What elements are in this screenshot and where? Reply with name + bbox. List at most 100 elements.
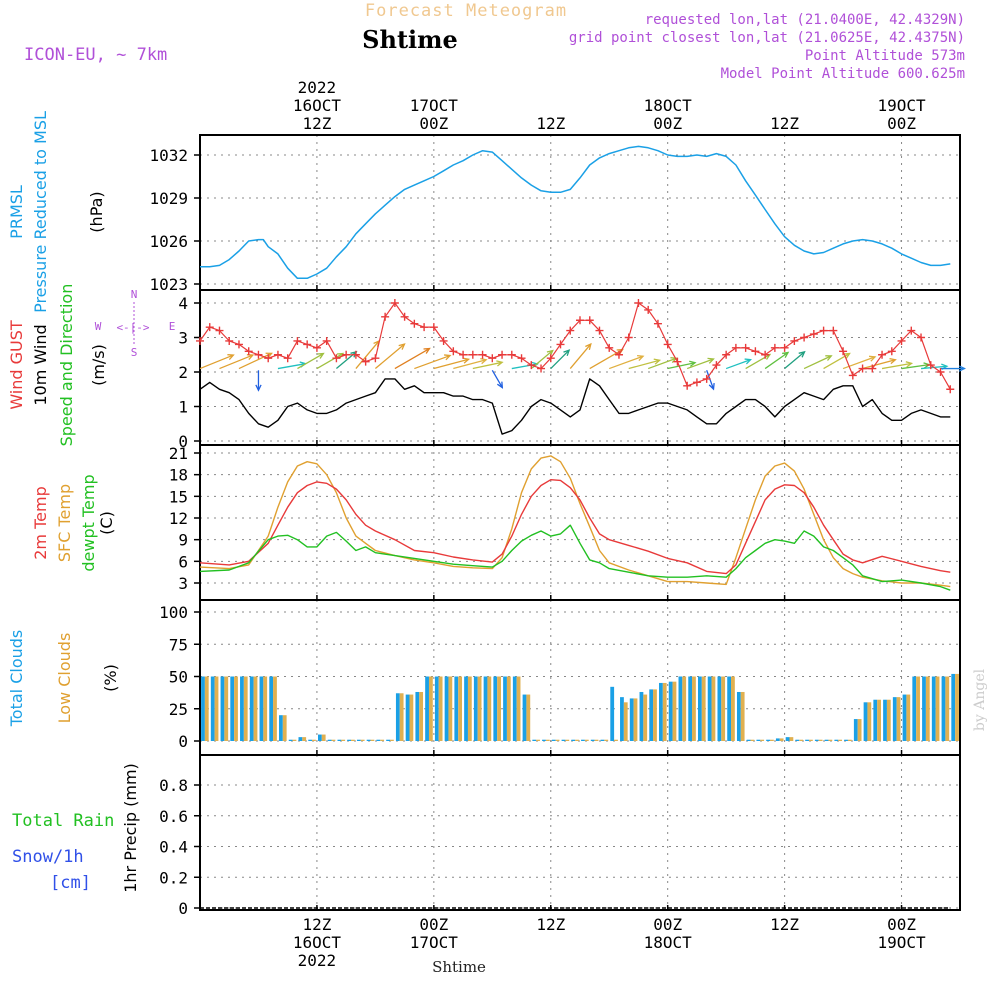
total-cloud-bar bbox=[697, 676, 702, 741]
bottom-time-label: 12Z bbox=[770, 915, 799, 934]
total-cloud-bar bbox=[659, 682, 663, 741]
low-cloud-bar bbox=[428, 676, 433, 741]
low-cloud-bar bbox=[760, 739, 765, 741]
y-tick-label: 75 bbox=[169, 635, 188, 654]
top-time-label: 17OCT bbox=[410, 96, 459, 115]
low-cloud-bar bbox=[682, 676, 687, 741]
total-cloud-bar bbox=[434, 676, 439, 741]
low-cloud-bar bbox=[302, 737, 307, 741]
low-cloud-bar bbox=[341, 739, 346, 741]
y-tick-label: 6 bbox=[178, 552, 188, 571]
wind-arrow bbox=[589, 348, 623, 370]
bottom-time-label: 2022 bbox=[298, 951, 337, 970]
total-cloud-bar bbox=[464, 676, 468, 741]
wind-arrow bbox=[881, 362, 912, 370]
low-cloud-bar bbox=[711, 676, 716, 741]
watermark: by Angel bbox=[972, 668, 988, 731]
y-tick-label: 1026 bbox=[149, 232, 188, 251]
total-cloud-bar bbox=[668, 681, 673, 741]
bottom-time-label: 00Z bbox=[653, 915, 682, 934]
y-tick-label: 1029 bbox=[149, 189, 188, 208]
wind-arrow bbox=[647, 357, 677, 370]
gust-point bbox=[342, 350, 351, 359]
gust-point bbox=[439, 336, 448, 345]
low-cloud-bar bbox=[224, 676, 229, 741]
low-cloud-bar bbox=[770, 739, 774, 741]
gust-point bbox=[429, 323, 438, 332]
low-cloud-bar bbox=[351, 739, 355, 741]
low-cloud-bar bbox=[253, 676, 258, 741]
wind-arrow-head bbox=[825, 355, 833, 361]
total-cloud-bar bbox=[863, 702, 868, 741]
low-cloud-bar bbox=[458, 676, 463, 741]
total-cloud-bar bbox=[230, 676, 235, 741]
wind-arrow-head bbox=[496, 360, 504, 367]
wind-arrow bbox=[433, 358, 469, 370]
low-cloud-bar bbox=[312, 739, 316, 741]
pressure-line bbox=[200, 145, 951, 280]
low-cloud-bar bbox=[799, 739, 804, 741]
wind-arrow-head bbox=[423, 347, 431, 354]
gust-point bbox=[605, 343, 614, 352]
total-cloud-bar bbox=[795, 739, 800, 741]
total-cloud-bar bbox=[240, 676, 244, 741]
wind-arrow-head bbox=[546, 349, 554, 357]
total-cloud-bar bbox=[717, 676, 722, 741]
total-cloud-bar bbox=[707, 676, 712, 741]
wind-arrow bbox=[764, 351, 789, 370]
gust-point bbox=[566, 326, 575, 335]
wind-arrow bbox=[784, 351, 805, 370]
wind-arrow-head bbox=[782, 351, 790, 359]
low-cloud-bar bbox=[380, 739, 385, 741]
gust-point bbox=[839, 347, 848, 356]
gust-point bbox=[390, 299, 399, 307]
total-cloud-bar bbox=[356, 739, 361, 741]
total-cloud-bar bbox=[571, 739, 576, 741]
compass-e: E bbox=[169, 320, 176, 333]
panel-clouds: 0 25 50 75 100 bbox=[159, 599, 961, 756]
panel-side-label: dewpt Temp bbox=[79, 474, 98, 571]
wind-arrow bbox=[355, 340, 380, 369]
total-cloud-bar bbox=[366, 739, 371, 741]
total-cloud-bar bbox=[210, 676, 215, 741]
wind-arrow bbox=[667, 362, 696, 370]
y-tick-label: 21 bbox=[169, 444, 188, 463]
low-cloud-bar bbox=[263, 676, 268, 741]
gust-point bbox=[770, 343, 779, 352]
low-cloud-bar bbox=[273, 676, 277, 741]
gust-point bbox=[809, 330, 818, 339]
wind-arrow-head bbox=[398, 343, 406, 350]
gust-point bbox=[673, 357, 682, 366]
total-cloud-bar bbox=[883, 699, 887, 741]
low-cloud-bar bbox=[575, 739, 579, 741]
y-tick-label: 0.8 bbox=[159, 776, 188, 795]
gust-point bbox=[332, 354, 341, 363]
total-cloud-bar bbox=[493, 676, 498, 741]
gust-point bbox=[196, 336, 204, 345]
gust-point bbox=[936, 368, 945, 376]
bottom-time-label: 18OCT bbox=[644, 933, 693, 952]
panel-unit: (%) bbox=[101, 664, 120, 692]
dewpoint-line bbox=[199, 524, 951, 591]
wind-arrow bbox=[706, 370, 715, 390]
low-cloud-bar bbox=[877, 699, 881, 741]
gust-point bbox=[537, 364, 546, 373]
gust-point bbox=[887, 347, 896, 356]
low-cloud-bar bbox=[487, 676, 492, 741]
wind-arrow bbox=[628, 359, 660, 370]
total-cloud-bar bbox=[639, 691, 644, 741]
total-cloud-bar bbox=[590, 739, 595, 741]
wind-arrow-head bbox=[744, 358, 752, 365]
gust-point bbox=[225, 336, 234, 345]
total-cloud-bar bbox=[766, 739, 770, 741]
gust-point bbox=[858, 364, 867, 373]
gust-point bbox=[653, 319, 662, 328]
total-cloud-bar bbox=[814, 739, 819, 741]
total-cloud-bar bbox=[688, 676, 693, 741]
gust-point bbox=[322, 336, 331, 345]
wind-arrow-head bbox=[708, 383, 715, 391]
gust-point bbox=[907, 326, 916, 335]
wind-arrow-head bbox=[444, 354, 452, 361]
total-cloud-bar bbox=[649, 689, 654, 741]
bottom-time-label: 00Z bbox=[887, 915, 916, 934]
